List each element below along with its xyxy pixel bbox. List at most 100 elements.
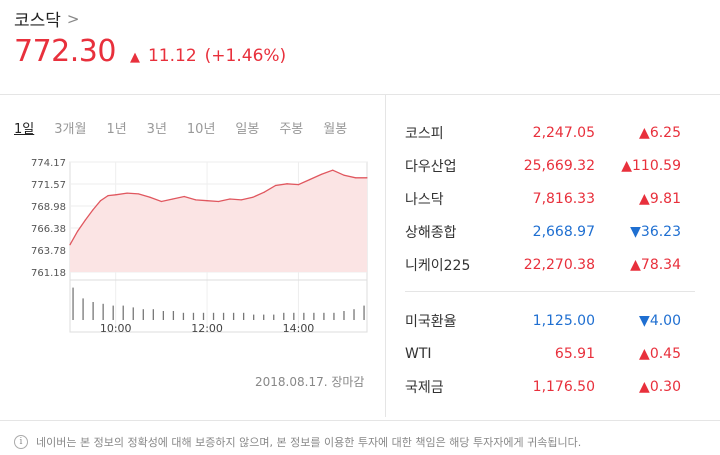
volume-bar (222, 312, 225, 320)
volume-bar (192, 312, 195, 320)
volume-bar (122, 305, 124, 320)
volume-bar (333, 312, 335, 320)
volume-bar (253, 314, 255, 320)
disclaimer: i 네이버는 본 정보의 정확성에 대해 보증하지 않으며, 본 정보를 이용한… (14, 434, 581, 450)
index-title-label: 코스닥 (14, 11, 61, 31)
index-change-value: 0.45 (649, 345, 681, 362)
price-point (183, 195, 185, 198)
tab-period[interactable]: 1일 (14, 122, 35, 137)
tab-period[interactable]: 3개월 (54, 122, 87, 137)
price-point (320, 173, 322, 176)
index-value: 2,668.97 (532, 223, 595, 240)
index-name[interactable]: 미국환율 (405, 313, 457, 330)
volume-bar (363, 305, 365, 320)
kosdaq-chart: 774.17 771.57 768.98 766.38 763.78 761.18 10:0… (31, 158, 368, 335)
triangle-up-icon: ▲ (129, 50, 140, 65)
index-change: ▲9.81 (595, 191, 681, 207)
y-tick-label: 774.17 (31, 158, 66, 169)
index-change-value: 36.23 (640, 223, 681, 240)
price-point (195, 199, 197, 201)
index-name[interactable]: 상해종합 (405, 224, 457, 241)
x-tick-label: 12:00 (191, 322, 223, 335)
index-row[interactable]: 니케이225 22,270.38 ▲78.34 (405, 248, 705, 281)
volume-bar (313, 312, 315, 320)
tab-period[interactable]: 1년 (106, 122, 127, 137)
index-change-value: 4.00 (649, 312, 681, 329)
price-point (343, 174, 345, 176)
volume-bar (212, 312, 215, 320)
y-tick-label: 768.98 (31, 202, 66, 213)
volume-bar (142, 309, 144, 320)
index-name[interactable]: 국제금 (405, 379, 444, 396)
index-title[interactable]: 코스닥 > (14, 6, 80, 32)
tab-period[interactable]: 10년 (186, 122, 216, 137)
index-change: ▼36.23 (595, 224, 681, 240)
price-point (115, 194, 117, 196)
disclaimer-text: 네이버는 본 정보의 정확성에 대해 보증하지 않으며, 본 정보를 이용한 투… (36, 436, 582, 449)
price-point (149, 196, 151, 198)
triangle-up-icon: ▲ (639, 378, 650, 395)
volume-bar (202, 312, 205, 320)
x-tick-label: 14:00 (283, 322, 315, 335)
y-tick-label: 766.38 (31, 224, 66, 235)
index-row[interactable]: 국제금 1,176.50 ▲0.30 (405, 370, 705, 403)
volume-bar (242, 312, 245, 320)
tab-period[interactable]: 3년 (146, 122, 167, 137)
price-point (107, 195, 109, 197)
tab-period[interactable]: 주봉 (279, 122, 304, 137)
volume-bar (343, 311, 345, 320)
price-point (69, 244, 71, 246)
volume-bar (273, 314, 275, 320)
index-name[interactable]: 다우산업 (405, 158, 457, 175)
volume-bar (263, 314, 265, 320)
index-value: 7,816.33 (532, 190, 595, 207)
index-name[interactable]: WTI (405, 345, 432, 362)
index-name[interactable]: 니케이225 (405, 257, 471, 274)
volume-bar (172, 311, 175, 320)
price-point (160, 200, 162, 203)
index-change: ▲0.45 (595, 346, 681, 362)
triangle-up-icon: ▲ (639, 124, 650, 141)
index-change-value: 9.81 (649, 190, 681, 207)
volume-bar (323, 312, 325, 320)
volume-bar (353, 309, 355, 320)
index-row[interactable]: 미국환율 1,125.00 ▼4.00 (405, 304, 705, 337)
change-percent: (+1.46%) (204, 46, 287, 66)
volume-bar (132, 307, 134, 320)
divider (405, 291, 695, 292)
tab-period[interactable]: 일봉 (235, 122, 260, 137)
date-note: 2018.08.17. 장마감 (255, 375, 365, 389)
index-change: ▲0.30 (595, 379, 681, 395)
info-icon: i (14, 435, 28, 449)
change-amount: 11.12 (147, 46, 197, 66)
index-change: ▲6.25 (595, 125, 681, 141)
index-row[interactable]: 다우산업 25,669.32 ▲110.59 (405, 149, 705, 182)
index-row[interactable]: 나스닥 7,816.33 ▲9.81 (405, 182, 705, 215)
index-change: ▼4.00 (595, 313, 681, 329)
price-point (172, 198, 174, 200)
price-point (206, 200, 208, 202)
volume-bar (152, 309, 154, 320)
tab-period[interactable]: 월봉 (323, 122, 348, 137)
period-tabs: 1일 3개월 1년 3년 10년 일봉 주봉 월봉 (14, 118, 367, 137)
index-value: 25,669.32 (523, 157, 595, 174)
price-point (217, 200, 220, 203)
price-point (137, 193, 140, 195)
y-tick-label: 771.57 (31, 180, 66, 191)
volume-bar (182, 312, 185, 320)
price-point (252, 196, 254, 198)
divider (0, 94, 720, 95)
index-value: 1,176.50 (532, 378, 595, 395)
index-change-value: 110.59 (632, 157, 681, 174)
volume-bar (102, 303, 104, 320)
price-point (286, 183, 288, 185)
index-change: ▲78.34 (595, 257, 681, 273)
triangle-up-icon: ▲ (639, 190, 650, 207)
index-row[interactable]: 코스피 2,247.05 ▲6.25 (405, 116, 705, 149)
volume-bar (112, 305, 114, 320)
index-row[interactable]: WTI 65.91 ▲0.45 (405, 337, 705, 370)
index-table: 코스피 2,247.05 ▲6.25 다우산업 25,669.32 ▲ 110.59 나스닥 7… (405, 116, 705, 403)
index-name[interactable]: 나스닥 (405, 191, 444, 208)
index-name[interactable]: 코스피 (405, 125, 444, 142)
index-row[interactable]: 상해종합 2,668.97 ▼36.23 (405, 215, 705, 248)
